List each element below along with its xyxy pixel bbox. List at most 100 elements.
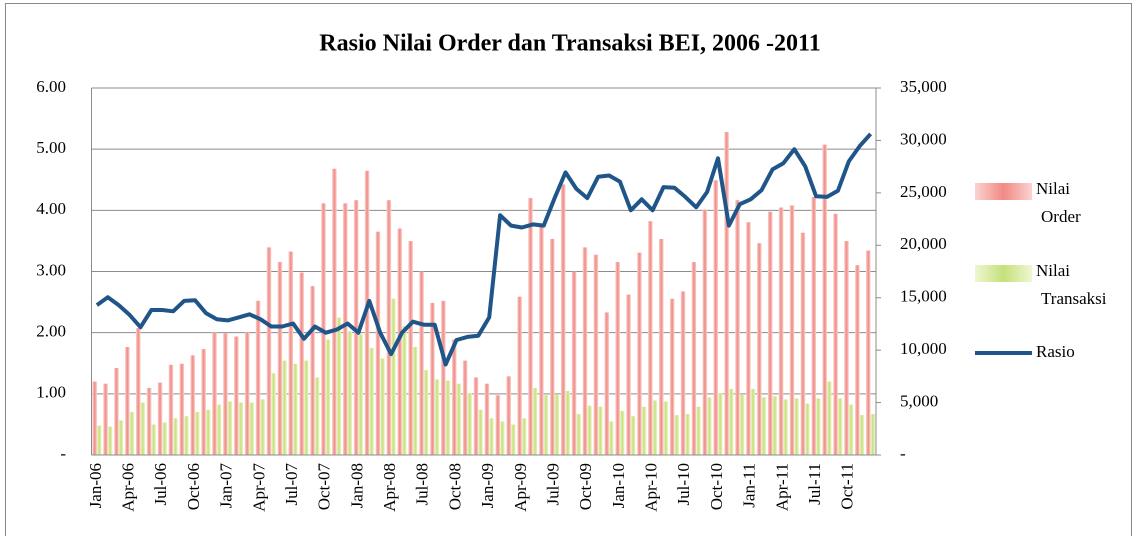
bar: [391, 298, 396, 455]
bar: [151, 424, 157, 455]
bar: [146, 387, 152, 455]
bar: [473, 377, 479, 455]
x-tick-label: Oct-10: [707, 463, 726, 510]
bar: [205, 409, 211, 455]
bar: [380, 358, 385, 455]
bar: [375, 231, 381, 455]
y-tick-label: 3.00: [36, 260, 66, 279]
bar: [848, 404, 854, 455]
bar: [303, 360, 309, 455]
bar: [184, 416, 189, 455]
bar: [510, 424, 516, 455]
bar: [107, 426, 113, 455]
bar: [238, 402, 244, 455]
bar: [92, 381, 97, 455]
legend-label: Nilai Transaksi: [1036, 261, 1107, 308]
bar: [310, 286, 315, 455]
x-tick-label: Jan-07: [217, 463, 236, 509]
bar: [462, 360, 468, 455]
bar: [593, 254, 599, 455]
bar: [325, 339, 331, 455]
bar: [336, 317, 342, 455]
y-tick-label: 6.00: [36, 77, 66, 96]
bar: [674, 415, 680, 455]
bar: [669, 298, 675, 455]
x-tick-label: Jan-08: [347, 463, 366, 508]
bar: [822, 144, 827, 455]
bar: [244, 332, 250, 455]
bar: [173, 418, 178, 455]
y-tick-label: 2.00: [36, 322, 66, 341]
x-tick-label: Oct-08: [445, 463, 464, 510]
bar: [746, 222, 751, 455]
bar: [96, 425, 102, 455]
bar: [419, 271, 424, 455]
bar: [587, 405, 592, 455]
bar: [441, 300, 446, 455]
bar: [713, 180, 719, 455]
bar: [135, 328, 141, 455]
bar: [162, 422, 167, 455]
bar: [314, 377, 320, 455]
x-tick-label: Jul-08: [413, 463, 432, 506]
y-tick-label: 1.00: [36, 383, 66, 402]
bar: [277, 262, 283, 455]
bar: [582, 247, 588, 455]
bar: [870, 414, 876, 455]
bar: [859, 415, 865, 455]
bar: [179, 363, 185, 455]
x-tick-label: Apr-11: [772, 463, 791, 511]
legend-label: Rasio: [1036, 342, 1075, 361]
bar: [140, 402, 146, 455]
bar: [125, 346, 130, 455]
x-tick-label: Oct-07: [315, 463, 334, 511]
bar: [227, 401, 233, 455]
x-tick-label: Oct-06: [184, 463, 203, 510]
bar: [772, 396, 778, 455]
bar: [114, 367, 119, 455]
bar: [805, 403, 810, 455]
bar: [532, 387, 538, 455]
bar: [543, 395, 549, 455]
bar: [549, 238, 555, 455]
bar: [528, 198, 533, 455]
bar: [685, 414, 690, 455]
bar: [445, 380, 451, 455]
y2-tick-label: 35,000: [900, 77, 947, 96]
bar: [386, 200, 392, 455]
x-tick-label: Jul-09: [543, 463, 562, 506]
x-tick-label: Apr-08: [380, 463, 399, 512]
bar: [223, 333, 228, 455]
bar: [619, 410, 625, 455]
bar: [495, 395, 501, 455]
bar: [750, 388, 756, 455]
bar: [478, 409, 483, 455]
legend-swatch: [975, 265, 1032, 282]
bar: [332, 168, 337, 456]
bar: [195, 412, 200, 455]
bar: [412, 346, 418, 455]
bar: [728, 388, 734, 455]
bar: [739, 394, 745, 455]
x-tick-label: Jan-10: [609, 463, 628, 508]
bar: [353, 200, 359, 455]
bar: [844, 241, 849, 455]
bar: [500, 421, 505, 455]
bar: [517, 296, 522, 455]
bar: [560, 184, 566, 455]
bar: [402, 326, 407, 455]
bar: [576, 414, 581, 455]
x-tick-label: Jul-06: [151, 463, 170, 506]
x-tick-label: Oct-11: [838, 463, 857, 510]
bar: [757, 243, 762, 455]
y-tick-label: 4.00: [36, 199, 66, 218]
bar: [521, 418, 527, 455]
bar: [767, 211, 773, 455]
bar: [358, 334, 364, 455]
bar: [539, 226, 544, 455]
bar: [484, 383, 490, 455]
bar: [212, 332, 217, 455]
bar: [216, 404, 222, 455]
bar: [778, 207, 784, 455]
